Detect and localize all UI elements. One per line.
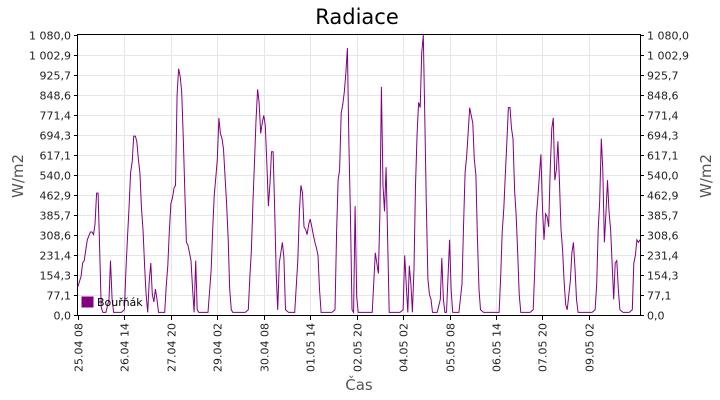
- x-tick-label: 01.05 14: [305, 323, 318, 372]
- legend-swatch: [81, 296, 94, 308]
- y-tick-label-right: 540,0: [647, 170, 679, 183]
- y-axis-title-left: W/m2: [9, 154, 27, 198]
- y-axis-title-right: W/m2: [697, 154, 715, 198]
- legend: Bouřňák: [81, 296, 143, 309]
- y-tick-label-right: 1 080,0: [647, 30, 689, 43]
- y-tick-label-left: 462,9: [40, 190, 72, 203]
- y-tick-label-right: 462,9: [647, 190, 679, 203]
- series-line-bourinak: [77, 34, 641, 315]
- x-tick-label: 25.04 08: [73, 323, 86, 372]
- y-tick-label-right: 231,4: [647, 250, 679, 263]
- y-tick-label-left: 1 080,0: [29, 30, 71, 43]
- y-tick-label-left: 231,4: [40, 250, 72, 263]
- y-tick-label-right: 617,1: [647, 150, 679, 163]
- legend-label: Bouřňák: [97, 296, 143, 309]
- y-tick-label-left: 308,6: [40, 230, 72, 243]
- y-tick-label-left: 848,6: [40, 90, 72, 103]
- y-tick-label-left: 0,0: [54, 310, 72, 323]
- x-tick-label: 27.04 20: [166, 323, 179, 372]
- x-tick-label: 02.05 20: [352, 323, 365, 372]
- y-tick-label-left: 154,3: [40, 270, 72, 283]
- y-tick-label-right: 848,6: [647, 90, 679, 103]
- x-tick-label: 07.05 20: [537, 323, 550, 372]
- x-tick-label: 30.04 08: [259, 323, 272, 372]
- y-tick-label-right: 1 002,9: [647, 50, 689, 63]
- y-axis-right: 0,0 77,1 154,3 231,4 308,6 385,7 462,9 540,0 617…: [640, 30, 689, 323]
- x-tick-label: 29.04 02: [212, 323, 225, 372]
- y-tick-label-right: 77,1: [647, 290, 672, 303]
- x-tick-label: 09.05 02: [584, 323, 597, 372]
- y-tick-label-right: 925,7: [647, 70, 679, 83]
- y-tick-label-right: 771,4: [647, 110, 679, 123]
- x-tick-label: 06.05 14: [491, 323, 504, 372]
- y-tick-label-right: 385,7: [647, 210, 679, 223]
- y-tick-label-left: 77,1: [47, 290, 72, 303]
- y-axis-left: 0,0 77,1 154,3 231,4 308,6 385,7 462,9 540,0 617…: [29, 30, 78, 323]
- x-tick-label: 04.05 02: [398, 323, 411, 372]
- y-tick-label-left: 925,7: [40, 70, 72, 83]
- x-axis: 25.04 08 26.04 14 27.04 20 29.04 02 30.04 08…: [73, 315, 597, 372]
- y-tick-label-left: 540,0: [40, 170, 72, 183]
- chart-title: Radiace: [315, 5, 399, 29]
- x-axis-title: Čas: [345, 375, 373, 394]
- y-tick-label-right: 154,3: [647, 270, 679, 283]
- x-tick-label: 26.04 14: [119, 323, 132, 372]
- x-tick-label: 05.05 08: [445, 323, 458, 372]
- y-tick-label-right: 694,3: [647, 130, 679, 143]
- y-tick-label-right: 0,0: [647, 310, 665, 323]
- y-tick-label-left: 617,1: [40, 150, 72, 163]
- y-tick-label-left: 385,7: [40, 210, 72, 223]
- y-tick-label-left: 694,3: [40, 130, 72, 143]
- y-tick-label-left: 1 002,9: [29, 50, 71, 63]
- y-tick-label-right: 308,6: [647, 230, 679, 243]
- grid-lines: [78, 35, 640, 315]
- y-tick-label-left: 771,4: [40, 110, 72, 123]
